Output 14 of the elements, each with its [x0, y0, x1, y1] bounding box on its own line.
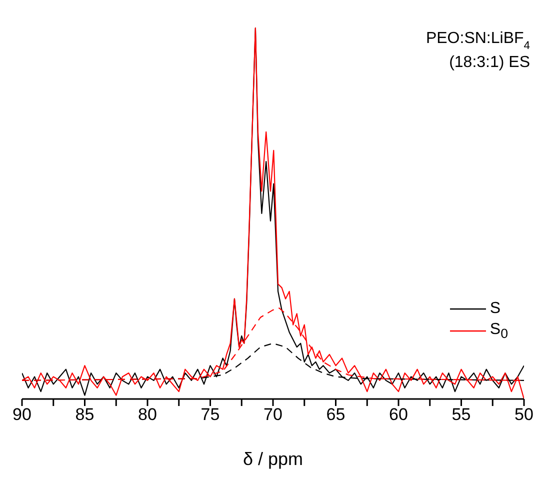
annotation: PEO:SN:LiBF$_{4}$: [426, 30, 530, 52]
annotation: (18:3:1) ES: [449, 54, 530, 71]
x-tick-label: 65: [326, 405, 346, 424]
x-tick-label: 55: [452, 405, 471, 424]
x-tick-label: 80: [138, 405, 157, 424]
x-tick-label: 75: [200, 405, 220, 424]
x-tick-label: 85: [75, 405, 94, 424]
x-tick-label: 60: [389, 405, 408, 424]
legend-label: S$_{0}$: [490, 320, 508, 342]
legend-label: S: [490, 300, 501, 318]
x-tick-label: 90: [12, 405, 32, 424]
x-axis-title: δ / ppm: [242, 449, 304, 469]
x-tick-label: 70: [264, 405, 282, 424]
x-tick-label: 50: [514, 405, 534, 424]
